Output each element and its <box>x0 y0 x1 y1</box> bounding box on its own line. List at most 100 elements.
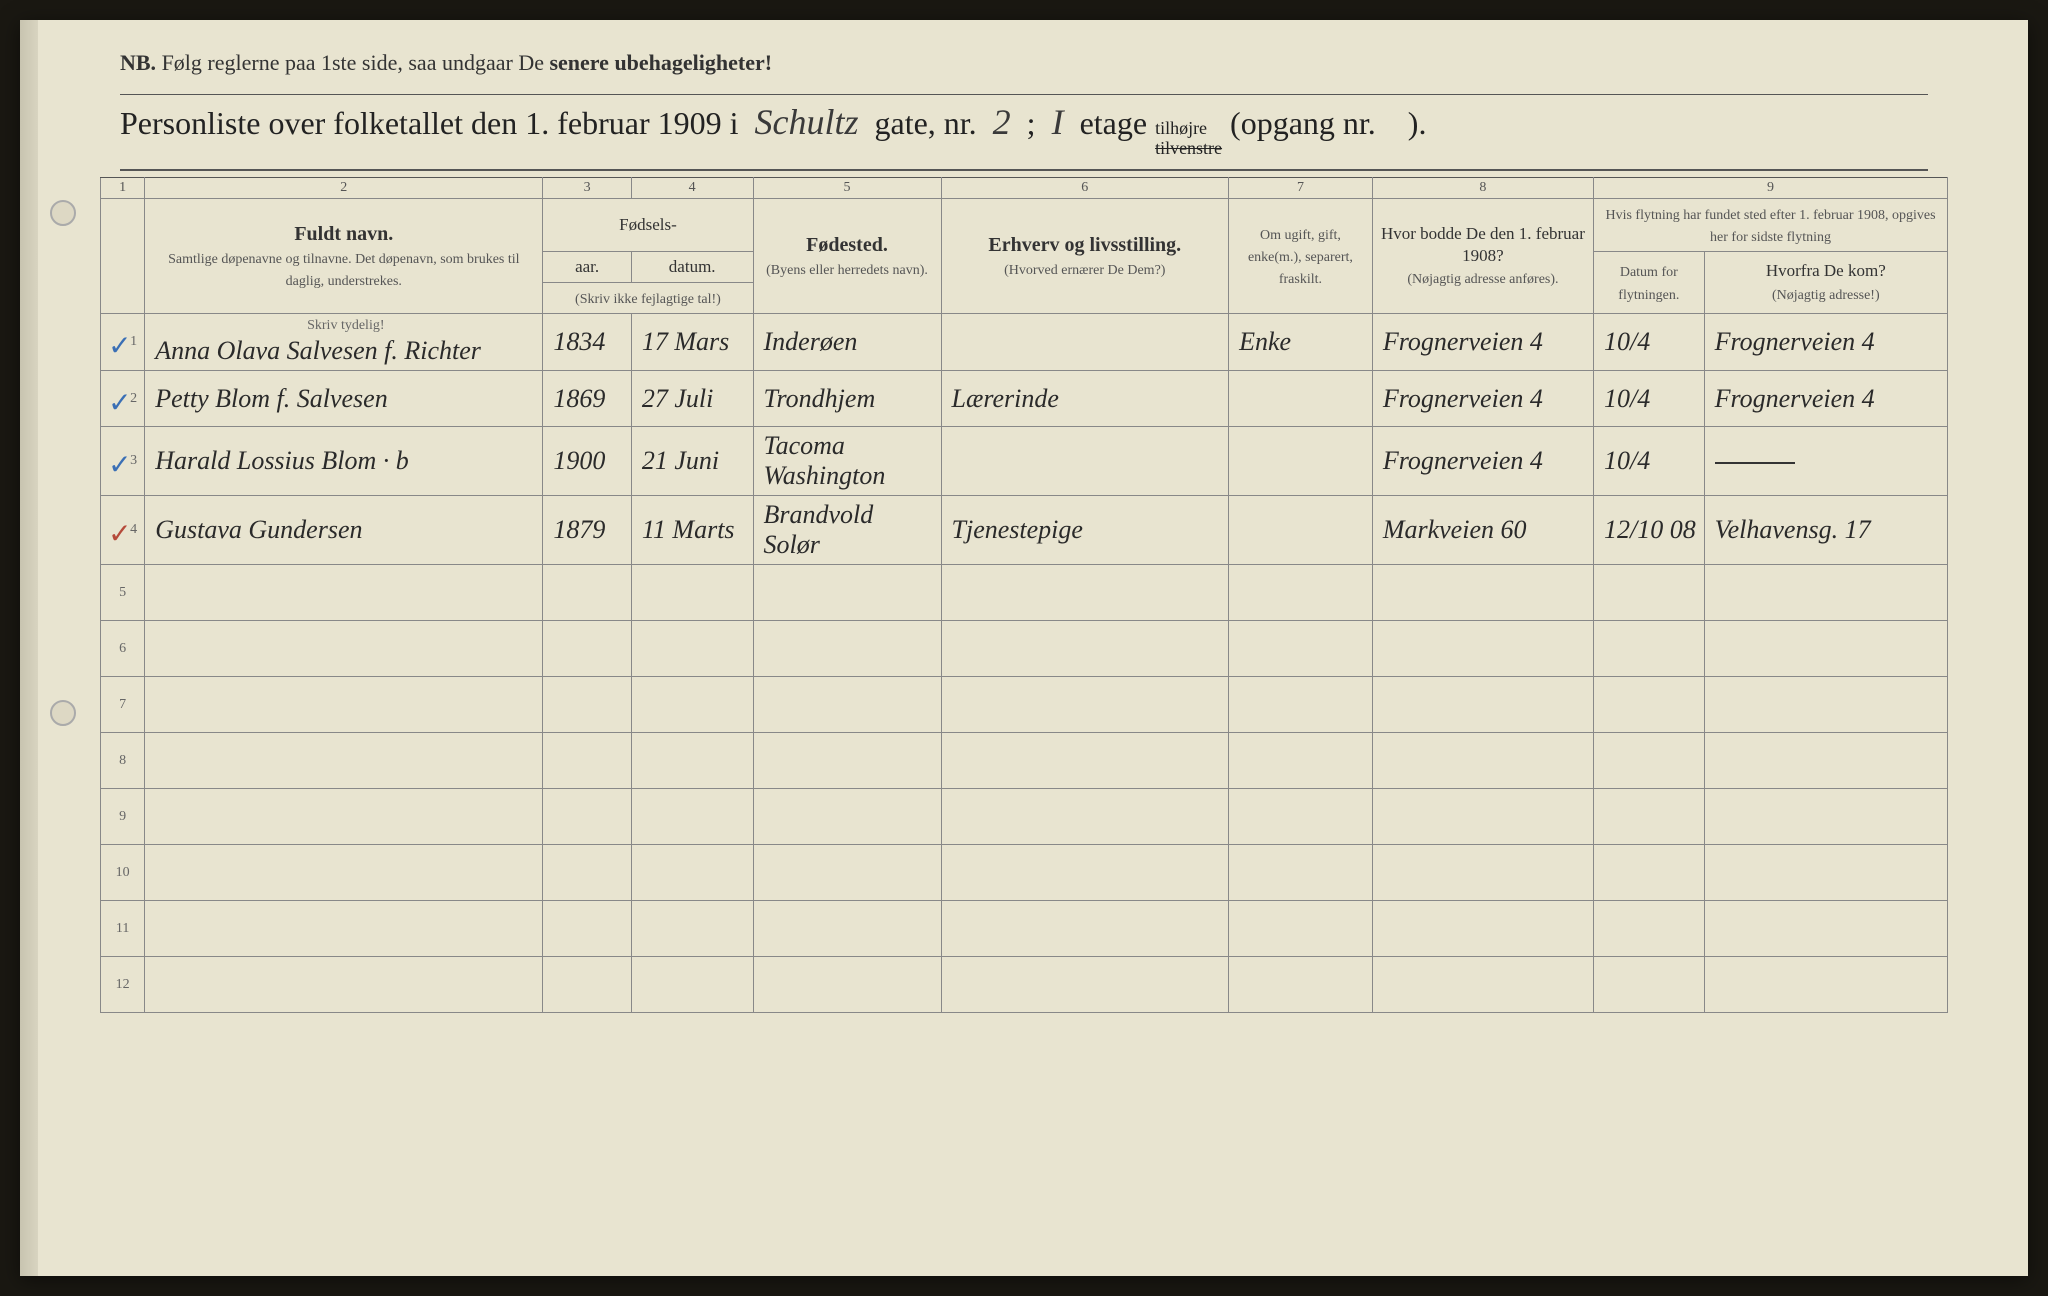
gate-label: gate, nr. <box>874 105 976 142</box>
header-flyt-text: Hvis flytning har fundet sted efter 1. f… <box>1605 208 1935 245</box>
table-row-empty: 12 <box>101 957 1948 1013</box>
colnum: 7 <box>1229 177 1373 198</box>
cell-status <box>1229 496 1373 565</box>
header-skriv-ikke: (Skriv ikke fejlagtige tal!) <box>543 283 753 314</box>
colnum: 5 <box>753 177 941 198</box>
cell-addr1908: Frognerveien 4 <box>1372 427 1593 496</box>
cell-movedate: 10/4 <box>1594 427 1705 496</box>
cell-status: Enke <box>1229 314 1373 371</box>
cell-movedate: 10/4 <box>1594 371 1705 427</box>
cell-addr1908: Frognerveien 4 <box>1372 371 1593 427</box>
punch-hole <box>50 200 76 226</box>
header-erhverv-strong: Erhverv og livsstilling. <box>988 234 1181 256</box>
cell-date: 27 Juli <box>631 371 753 427</box>
etage-opt-bottom: tilvenstre <box>1155 138 1222 158</box>
cell-birthplace: Tacoma Washington <box>753 427 941 496</box>
cell-status <box>1229 371 1373 427</box>
header-flyt-from-text: Hvorfra De kom? <box>1766 261 1886 280</box>
colnum: 6 <box>941 177 1229 198</box>
colnum: 3 <box>543 177 631 198</box>
header-blank <box>101 198 145 314</box>
row-number: 1 <box>101 314 145 371</box>
table-row: 1 Skriv tydelig!Anna Olava Salvesen f. R… <box>101 314 1948 371</box>
cell-movefrom: Frognerveien 4 <box>1704 371 1947 427</box>
cell-occupation <box>941 314 1229 371</box>
cell-year: 1879 <box>543 496 631 565</box>
etage-opt-top: tilhøjre <box>1155 118 1207 138</box>
table-head: 1 2 3 4 5 6 7 8 9 Fuldt navn. Samtlige d… <box>101 177 1948 314</box>
header-fodested-strong: Fødested. <box>806 234 888 256</box>
colnum: 1 <box>101 177 145 198</box>
checkmark-icon <box>108 386 126 412</box>
colnum: 2 <box>145 177 543 198</box>
nb-prefix: NB. <box>120 50 156 75</box>
opgang-label: (opgang nr. <box>1230 105 1376 142</box>
cell-movedate: 12/10 08 <box>1594 496 1705 565</box>
header-fodsels: Fødsels- <box>543 198 753 251</box>
cell-year: 1834 <box>543 314 631 371</box>
table-row-empty: 7 <box>101 677 1948 733</box>
title-line: Personliste over folketallet den 1. febr… <box>120 101 1988 159</box>
table-row-empty: 8 <box>101 733 1948 789</box>
header-name-sub: Samtlige døpenavne og tilnavne. Det døpe… <box>168 252 519 289</box>
header-fodested: Fødested. (Byens eller herredets navn). <box>753 198 941 314</box>
cell-name: Gustava Gundersen <box>145 496 543 565</box>
cell-name: Skriv tydelig!Anna Olava Salvesen f. Ric… <box>145 314 543 371</box>
row-number: 10 <box>101 845 145 901</box>
table-row: 2 Petty Blom f. Salvesen 1869 27 Juli Tr… <box>101 371 1948 427</box>
colnum: 8 <box>1372 177 1593 198</box>
row-number: 9 <box>101 789 145 845</box>
census-table: 1 2 3 4 5 6 7 8 9 Fuldt navn. Samtlige d… <box>100 177 1948 1014</box>
cell-movedate: 10/4 <box>1594 314 1705 371</box>
census-page: NB. Følg reglerne paa 1ste side, saa und… <box>20 20 2028 1276</box>
header-name-strong: Fuldt navn. <box>294 223 393 245</box>
table-row: 3 Harald Lossius Blom · b 1900 21 Juni T… <box>101 427 1948 496</box>
row-number: 6 <box>101 621 145 677</box>
dash-line <box>1715 462 1795 464</box>
row-number: 11 <box>101 901 145 957</box>
table-row-empty: 10 <box>101 845 1948 901</box>
header-flyt: Hvis flytning har fundet sted efter 1. f… <box>1594 198 1948 251</box>
cell-addr1908: Frognerveien 4 <box>1372 314 1593 371</box>
checkmark-icon <box>108 517 126 543</box>
header-erhverv: Erhverv og livsstilling. (Hvorved ernære… <box>941 198 1229 314</box>
etage-options: tilhøjre tilvenstre <box>1155 119 1222 159</box>
semicolon: ; <box>1027 105 1036 142</box>
header-datum: datum. <box>631 251 753 282</box>
table-row-empty: 11 <box>101 901 1948 957</box>
header-flyt-from: Hvorfra De kom? (Nøjagtig adresse!) <box>1704 251 1947 313</box>
cell-date: 17 Mars <box>631 314 753 371</box>
cell-movefrom <box>1704 427 1947 496</box>
cell-status <box>1229 427 1373 496</box>
table-body: 1 Skriv tydelig!Anna Olava Salvesen f. R… <box>101 314 1948 1013</box>
punch-hole <box>50 700 76 726</box>
etage-label: etage <box>1080 105 1148 142</box>
header-status: Om ugift, gift, enke(m.), separert, fras… <box>1229 198 1373 314</box>
colnum: 4 <box>631 177 753 198</box>
title-lead: Personliste over folketallet den 1. febr… <box>120 105 738 142</box>
cell-date: 21 Juni <box>631 427 753 496</box>
table-row-empty: 9 <box>101 789 1948 845</box>
cell-year: 1869 <box>543 371 631 427</box>
header-addr1908-sub: (Nøjagtig adresse anføres). <box>1407 272 1558 287</box>
cell-birthplace: Brandvold Solør <box>753 496 941 565</box>
rule <box>120 94 1928 95</box>
nb-line: NB. Følg reglerne paa 1ste side, saa und… <box>120 50 1988 76</box>
etage-handwritten: I <box>1044 101 1072 143</box>
header-aar: aar. <box>543 251 631 282</box>
row-number: 3 <box>101 427 145 496</box>
header-flyt-date: Datum for flytningen. <box>1594 251 1705 313</box>
cell-occupation <box>941 427 1229 496</box>
cell-name: Petty Blom f. Salvesen <box>145 371 543 427</box>
checkmark-icon <box>108 329 126 355</box>
cell-year: 1900 <box>543 427 631 496</box>
header-status-text: Om ugift, gift, enke(m.), separert, fras… <box>1248 228 1353 287</box>
cell-birthplace: Inderøen <box>753 314 941 371</box>
nb-text-b: senere ubehageligheter! <box>549 50 772 75</box>
header-skriv-ikke-text: (Skriv ikke fejlagtige tal!) <box>575 292 721 307</box>
header-fodested-sub: (Byens eller herredets navn). <box>766 263 928 278</box>
cell-movefrom: Frognerveien 4 <box>1704 314 1947 371</box>
cell-occupation: Tjenestepige <box>941 496 1229 565</box>
row-number: 8 <box>101 733 145 789</box>
colnum: 9 <box>1594 177 1948 198</box>
